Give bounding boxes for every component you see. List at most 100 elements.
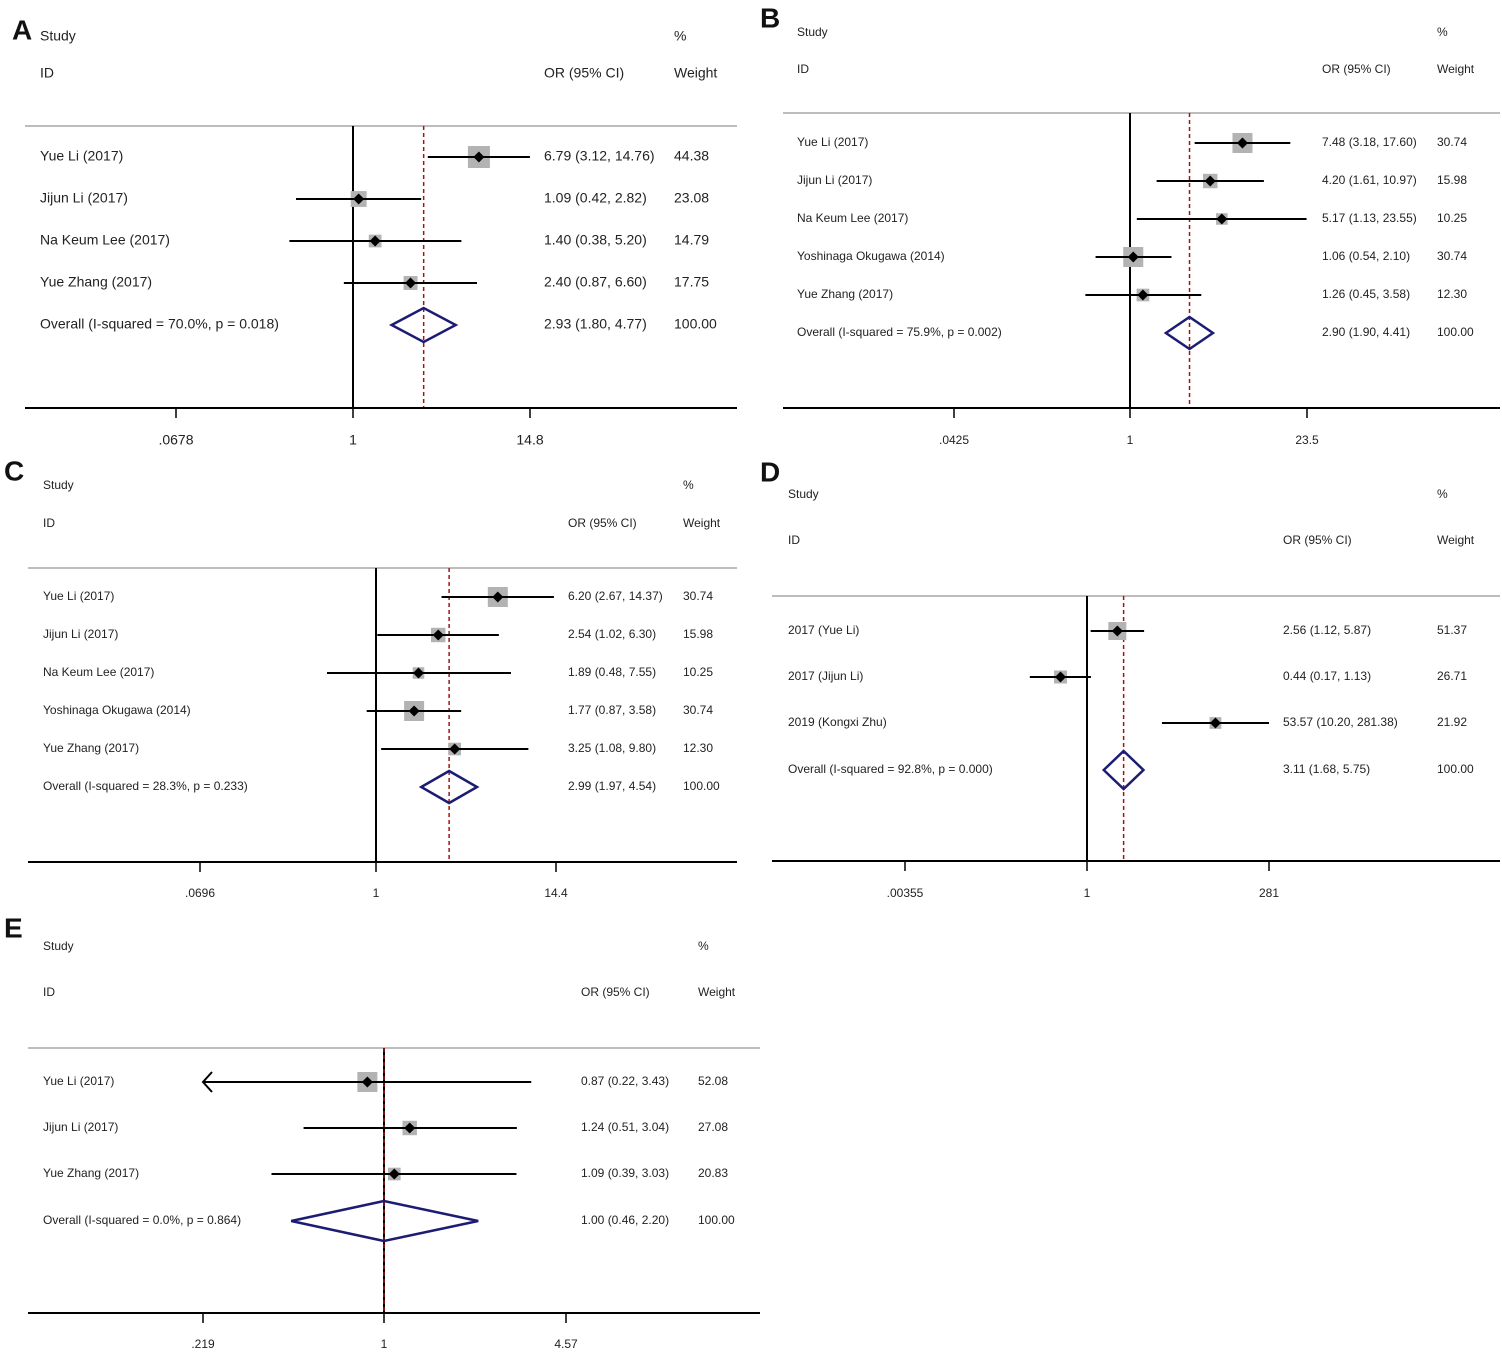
study-or-ci: 2.56 (1.12, 5.87) [1283, 623, 1371, 637]
x-tick-label: .0425 [939, 433, 969, 447]
header-weight: Weight [1437, 62, 1475, 76]
header-weight: Weight [698, 985, 736, 999]
overall-weight: 100.00 [683, 779, 720, 793]
panel-label: B [760, 2, 780, 33]
overall-name: Overall (I-squared = 75.9%, p = 0.002) [797, 325, 1002, 339]
point-estimate-marker [432, 629, 444, 641]
study-name: Yoshinaga Okugawa (2014) [797, 249, 945, 263]
overall-row: Overall (I-squared = 70.0%, p = 0.018) 2.… [40, 306, 717, 344]
study-or-ci: 0.87 (0.22, 3.43) [581, 1074, 669, 1088]
study-name: Jijun Li (2017) [40, 190, 128, 206]
study-or-ci: 53.57 (10.20, 281.38) [1283, 715, 1398, 729]
overall-or-ci: 2.99 (1.97, 4.54) [568, 779, 656, 793]
x-tick-label: .0696 [185, 886, 215, 900]
study-name: Jijun Li (2017) [43, 1120, 118, 1134]
x-tick-label: 14.4 [544, 886, 568, 900]
overall-diamond [418, 769, 480, 805]
study-or-ci: 6.20 (2.67, 14.37) [568, 589, 663, 603]
study-weight: 52.08 [698, 1074, 728, 1088]
study-row: Na Keum Lee (2017) 1.40 (0.38, 5.20) 14.79 [40, 232, 709, 248]
overall-or-ci: 3.11 (1.68, 5.75) [1283, 762, 1370, 776]
header-or: OR (95% CI) [581, 985, 650, 999]
point-estimate-marker [449, 743, 461, 755]
study-name: 2017 (Yue Li) [788, 623, 859, 637]
study-weight: 12.30 [1437, 287, 1467, 301]
x-tick-label: .219 [191, 1337, 215, 1351]
study-name: Yue Li (2017) [43, 1074, 114, 1088]
study-row: Na Keum Lee (2017) 5.17 (1.13, 23.55) 10.2… [797, 211, 1467, 225]
overall-or-ci: 1.00 (0.46, 2.20) [581, 1213, 669, 1227]
overall-name: Overall (I-squared = 92.8%, p = 0.000) [788, 762, 993, 776]
forest-panel-c: C Study % ID OR (95% CI) Weight Yue Li (2017) 6… [4, 455, 737, 900]
study-or-ci: 1.77 (0.87, 3.58) [568, 703, 656, 717]
header-or: OR (95% CI) [1283, 533, 1352, 547]
study-or-ci: 1.40 (0.38, 5.20) [544, 232, 647, 248]
point-estimate-marker [408, 705, 420, 717]
header-percent: % [683, 478, 694, 492]
point-estimate-marker [473, 151, 485, 163]
point-estimate-marker [369, 235, 381, 247]
overall-diamond [1101, 749, 1146, 791]
header-study: Study [43, 939, 74, 953]
study-row: 2017 (Yue Li) 2.56 (1.12, 5.87) 51.37 [788, 622, 1467, 640]
overall-row: Overall (I-squared = 92.8%, p = 0.000) 3.… [788, 749, 1474, 791]
header-or: OR (95% CI) [568, 516, 637, 530]
study-name: Na Keum Lee (2017) [40, 232, 170, 248]
study-row: Yue Zhang (2017) 2.40 (0.87, 6.60) 17.75 [40, 274, 709, 290]
point-estimate-marker [1055, 671, 1067, 683]
overall-name: Overall (I-squared = 28.3%, p = 0.233) [43, 779, 248, 793]
study-weight: 10.25 [683, 665, 713, 679]
study-or-ci: 1.09 (0.42, 2.82) [544, 190, 647, 206]
study-or-ci: 5.17 (1.13, 23.55) [1322, 211, 1417, 225]
study-weight: 15.98 [683, 627, 713, 641]
study-weight: 30.74 [1437, 249, 1467, 263]
study-weight: 21.92 [1437, 715, 1467, 729]
study-name: Yoshinaga Okugawa (2014) [43, 703, 191, 717]
point-estimate-marker [361, 1076, 373, 1088]
study-name: Na Keum Lee (2017) [797, 211, 908, 225]
header-or: OR (95% CI) [544, 65, 624, 81]
header-study: Study [40, 28, 76, 44]
x-tick-label: .00355 [887, 886, 924, 900]
overall-weight: 100.00 [1437, 762, 1474, 776]
header-study: Study [797, 25, 828, 39]
overall-diamond [388, 306, 459, 344]
study-row: 2017 (Jijun Li) 0.44 (0.17, 1.13) 26.71 [788, 669, 1467, 684]
point-estimate-marker [405, 277, 417, 289]
study-row: Jijun Li (2017) 4.20 (1.61, 10.97) 15.98 [797, 173, 1467, 189]
forest-panel-a: A Study % ID OR (95% CI) Weight Yue Li (2017) 6… [12, 14, 737, 448]
panel-label: E [4, 912, 23, 943]
study-weight: 51.37 [1437, 623, 1467, 637]
header-id: ID [40, 65, 54, 81]
overall-row: Overall (I-squared = 0.0%, p = 0.864) 1.0… [43, 1199, 735, 1243]
study-row: Yue Zhang (2017) 1.26 (0.45, 3.58) 12.30 [797, 287, 1467, 302]
overall-or-ci: 2.93 (1.80, 4.77) [544, 316, 647, 332]
x-tick-label: 281 [1259, 886, 1279, 900]
study-weight: 17.75 [674, 274, 709, 290]
point-estimate-marker [1204, 175, 1216, 187]
panel-label: C [4, 455, 24, 486]
study-weight: 27.08 [698, 1120, 728, 1134]
study-row: Yue Li (2017) 6.20 (2.67, 14.37) 30.74 [43, 587, 713, 607]
overall-weight: 100.00 [674, 316, 717, 332]
study-row: Jijun Li (2017) 1.09 (0.42, 2.82) 23.08 [40, 190, 709, 207]
x-tick-label: 1 [373, 886, 380, 900]
study-weight: 26.71 [1437, 669, 1467, 683]
study-weight: 30.74 [1437, 135, 1467, 149]
x-tick-label: .0678 [158, 432, 193, 448]
point-estimate-marker [1127, 251, 1139, 263]
study-name: Yue Zhang (2017) [43, 1166, 139, 1180]
study-name: Yue Zhang (2017) [40, 274, 152, 290]
point-estimate-marker [413, 667, 425, 679]
study-name: Yue Li (2017) [797, 135, 868, 149]
study-name: Yue Zhang (2017) [43, 741, 139, 755]
study-name: Yue Li (2017) [40, 148, 123, 164]
x-tick-label: 23.5 [1295, 433, 1319, 447]
study-weight: 10.25 [1437, 211, 1467, 225]
header-weight: Weight [1437, 533, 1475, 547]
study-row: Yue Li (2017) 0.87 (0.22, 3.43) 52.08 [43, 1071, 728, 1093]
study-row: Yue Li (2017) 6.79 (3.12, 14.76) 44.38 [40, 146, 709, 168]
overall-name: Overall (I-squared = 0.0%, p = 0.864) [43, 1213, 241, 1227]
study-name: Na Keum Lee (2017) [43, 665, 154, 679]
